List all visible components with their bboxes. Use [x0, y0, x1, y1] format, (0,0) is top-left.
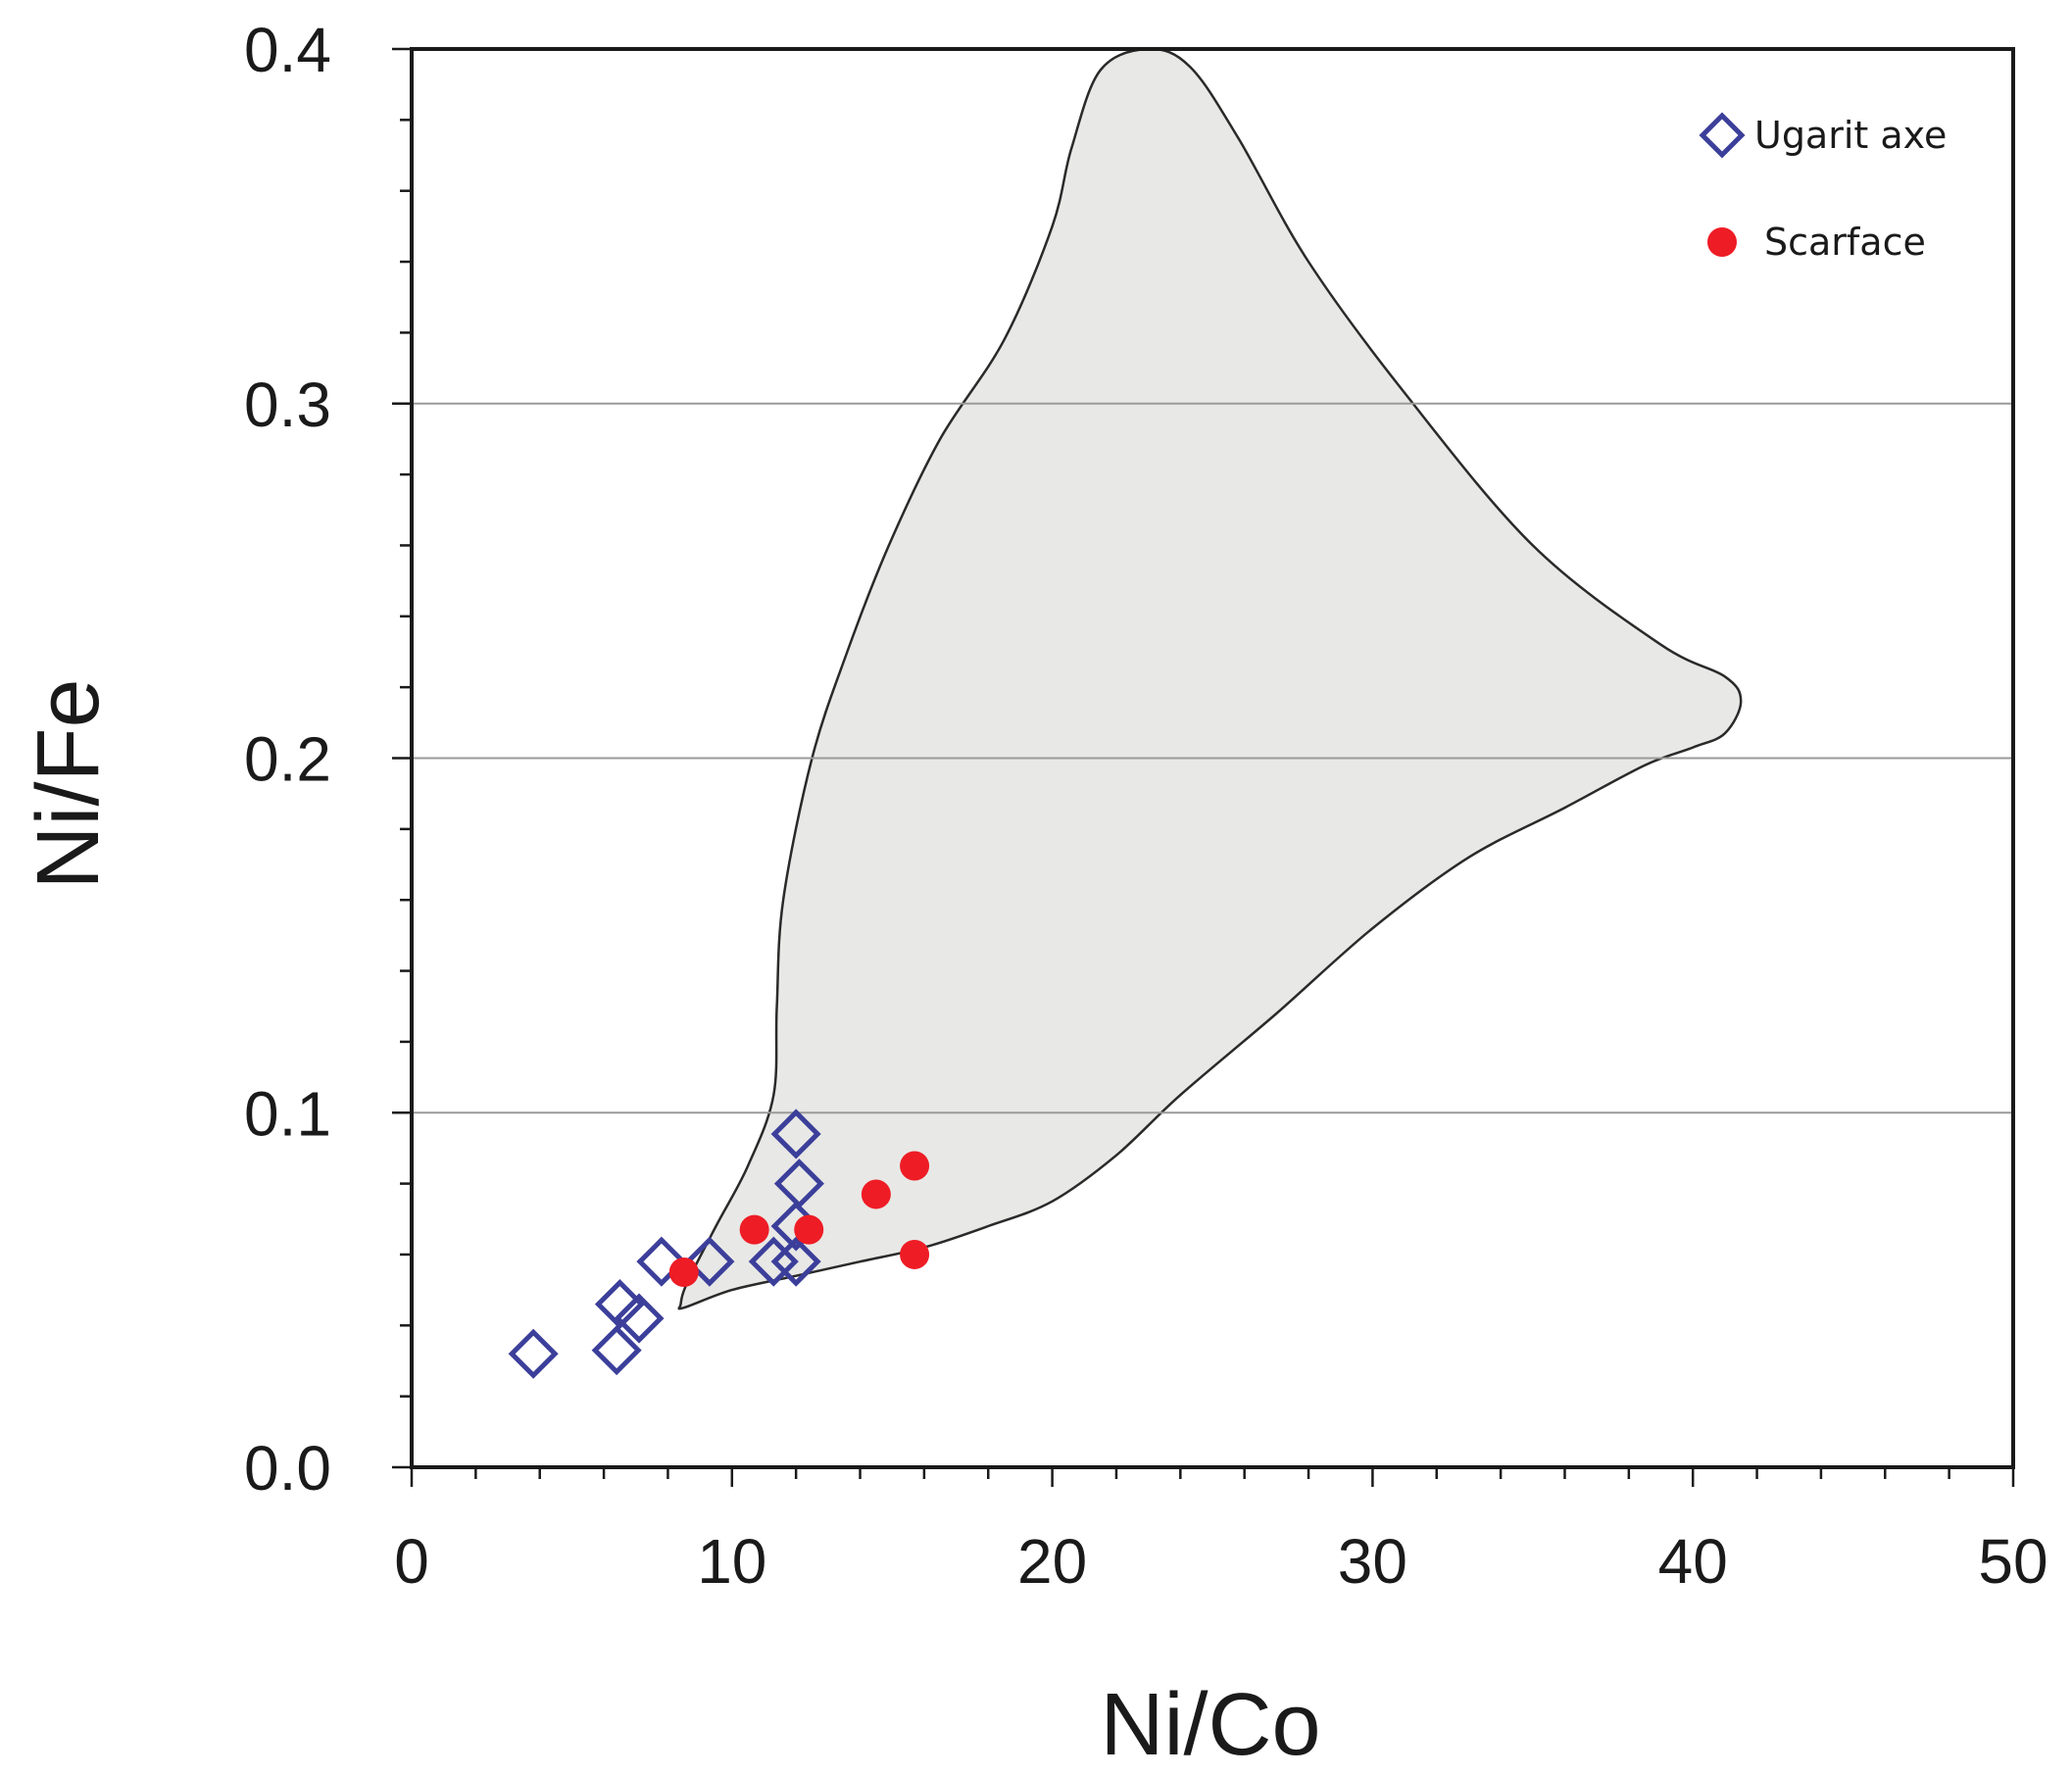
legend: Ugarit axe Scarface [1699, 112, 1947, 264]
data-point-layer [508, 1109, 930, 1379]
y-tick-label: 0.4 [244, 15, 331, 85]
x-tick-label: 50 [1978, 1526, 2047, 1597]
shaded-field-region [677, 47, 1743, 1310]
data-point-scarface [900, 1151, 930, 1181]
data-point-ugarit-axe [684, 1236, 735, 1287]
y-tick-label: 0.1 [244, 1078, 331, 1149]
y-axis-title: Ni/Fe [20, 678, 118, 889]
x-tick-label: 0 [394, 1526, 429, 1597]
region-layer [677, 47, 1743, 1310]
x-tick-label: 20 [1017, 1526, 1087, 1597]
legend-label-ugarit-axe: Ugarit axe [1754, 114, 1947, 157]
data-point-ugarit-axe [614, 1293, 665, 1344]
data-point-scarface [794, 1214, 824, 1245]
x-tick-label: 10 [697, 1526, 766, 1597]
data-point-ugarit-axe [594, 1279, 645, 1330]
data-point-scarface [900, 1239, 930, 1269]
data-point-ugarit-axe [770, 1109, 821, 1159]
tick-layer: 0 10 20 30 40 50 0.0 0.1 0.2 0.3 0.4 [244, 15, 2048, 1597]
data-point-ugarit-axe [508, 1328, 559, 1379]
data-point-ugarit-axe [591, 1325, 642, 1376]
y-tick-label: 0.3 [244, 370, 331, 440]
data-point-ugarit-axe [748, 1236, 799, 1287]
x-tick-label: 30 [1338, 1526, 1407, 1597]
x-axis-title: Ni/Co [1100, 1676, 1320, 1774]
data-point-scarface [739, 1214, 769, 1245]
legend-label-scarface: Scarface [1764, 221, 1926, 264]
gridline-layer [412, 402, 2013, 1114]
data-point-ugarit-axe [773, 1159, 824, 1209]
legend-marker-ugarit-axe [1699, 112, 1746, 159]
data-point-scarface [861, 1179, 891, 1209]
x-tick-label: 40 [1658, 1526, 1728, 1597]
legend-marker-scarface [1707, 227, 1737, 257]
data-point-ugarit-axe [770, 1236, 821, 1287]
data-point-scarface [668, 1258, 699, 1288]
data-point-ugarit-axe [636, 1236, 687, 1287]
y-tick-label: 0.0 [244, 1433, 331, 1504]
y-tick-label: 0.2 [244, 724, 331, 795]
